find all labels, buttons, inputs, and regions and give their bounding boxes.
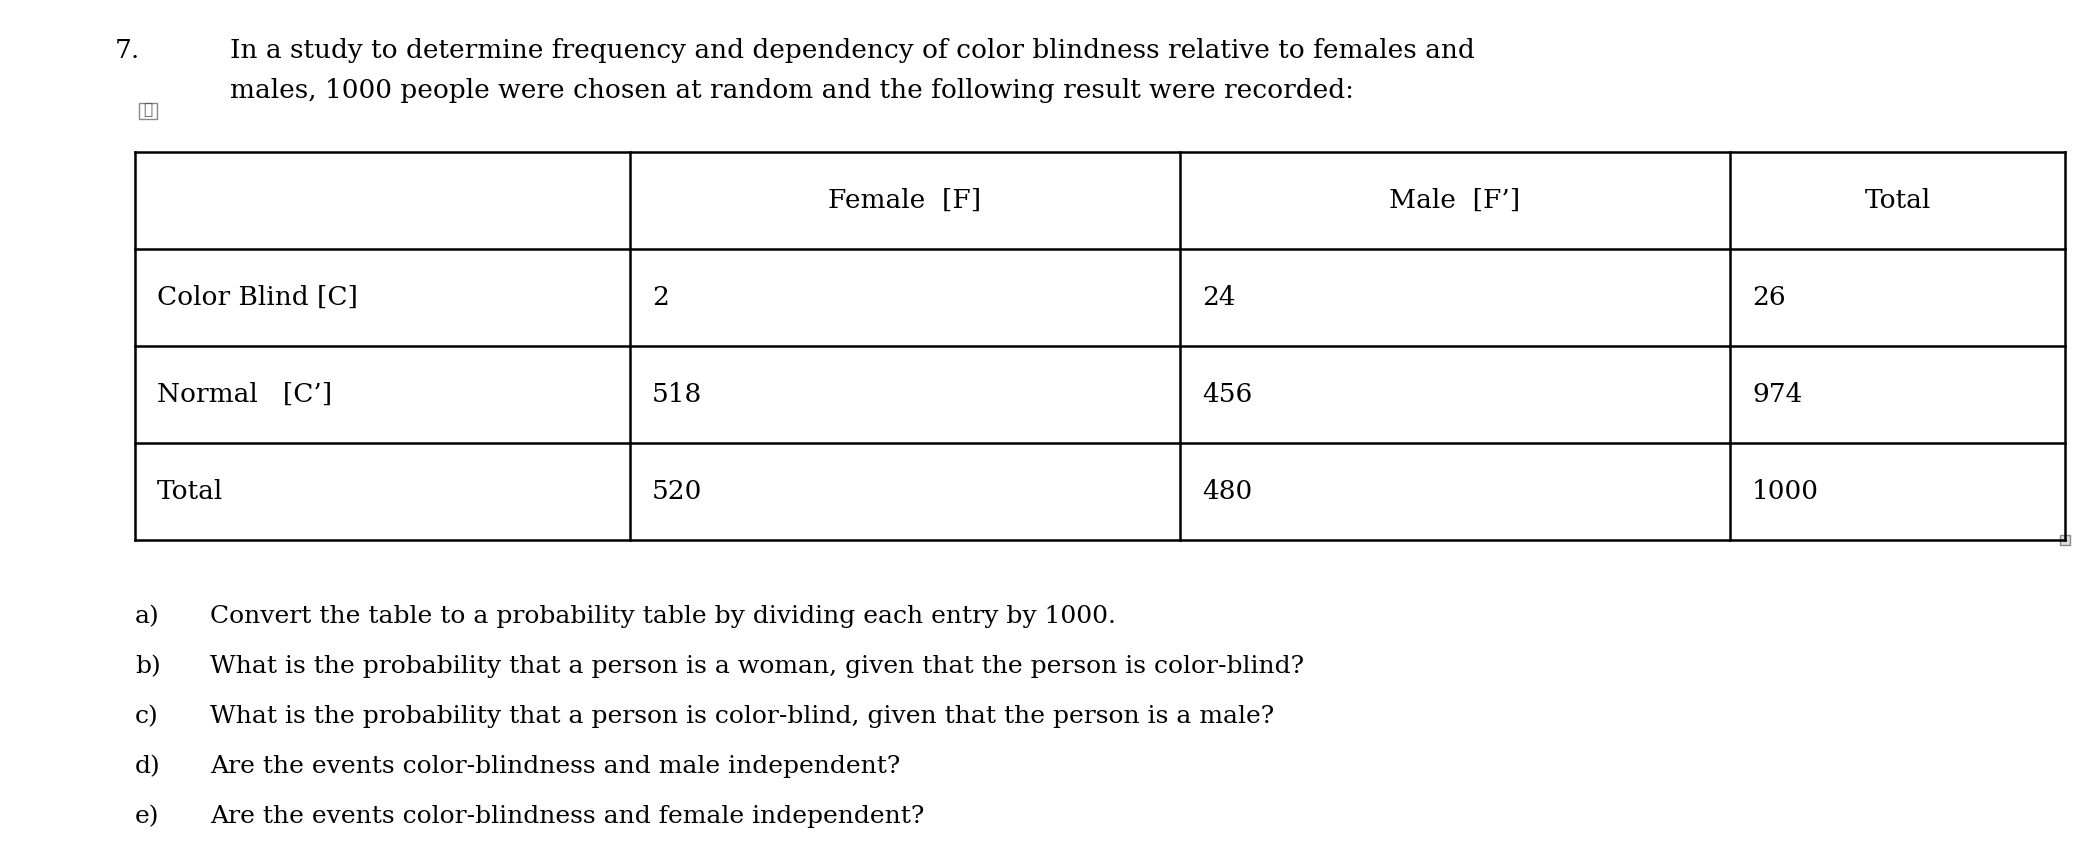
Text: 456: 456 xyxy=(1202,382,1252,407)
Text: What is the probability that a person is a woman, given that the person is color: What is the probability that a person is… xyxy=(210,655,1305,678)
Text: b): b) xyxy=(135,655,160,678)
Text: 518: 518 xyxy=(652,382,702,407)
Text: What is the probability that a person is color-blind, given that the person is a: What is the probability that a person is… xyxy=(210,705,1273,728)
Text: Total: Total xyxy=(1865,188,1930,213)
Text: Color Blind [C]: Color Blind [C] xyxy=(156,285,358,310)
Text: ⤢: ⤢ xyxy=(144,102,152,117)
Text: 480: 480 xyxy=(1202,479,1252,504)
Text: 7.: 7. xyxy=(115,38,140,63)
Text: Are the events color-blindness and female independent?: Are the events color-blindness and femal… xyxy=(210,805,925,828)
Text: 2: 2 xyxy=(652,285,669,310)
Text: c): c) xyxy=(135,705,158,728)
Text: 520: 520 xyxy=(652,479,702,504)
Text: In a study to determine frequency and dependency of color blindness relative to : In a study to determine frequency and de… xyxy=(229,38,1475,63)
Text: Normal   [C’]: Normal [C’] xyxy=(156,382,331,407)
Text: Convert the table to a probability table by dividing each entry by 1000.: Convert the table to a probability table… xyxy=(210,605,1117,628)
Text: Male  [F’]: Male [F’] xyxy=(1390,188,1521,213)
Text: Female  [F]: Female [F] xyxy=(829,188,982,213)
Text: a): a) xyxy=(135,605,160,628)
Text: 24: 24 xyxy=(1202,285,1236,310)
Bar xyxy=(2059,535,2069,545)
Text: d): d) xyxy=(135,755,160,778)
Text: Total: Total xyxy=(156,479,223,504)
Text: 26: 26 xyxy=(1753,285,1786,310)
Text: Are the events color-blindness and male independent?: Are the events color-blindness and male … xyxy=(210,755,900,778)
Text: 1000: 1000 xyxy=(1753,479,1819,504)
Text: 974: 974 xyxy=(1753,382,1803,407)
Text: males, 1000 people were chosen at random and the following result were recorded:: males, 1000 people were chosen at random… xyxy=(229,78,1355,103)
Text: e): e) xyxy=(135,805,160,828)
